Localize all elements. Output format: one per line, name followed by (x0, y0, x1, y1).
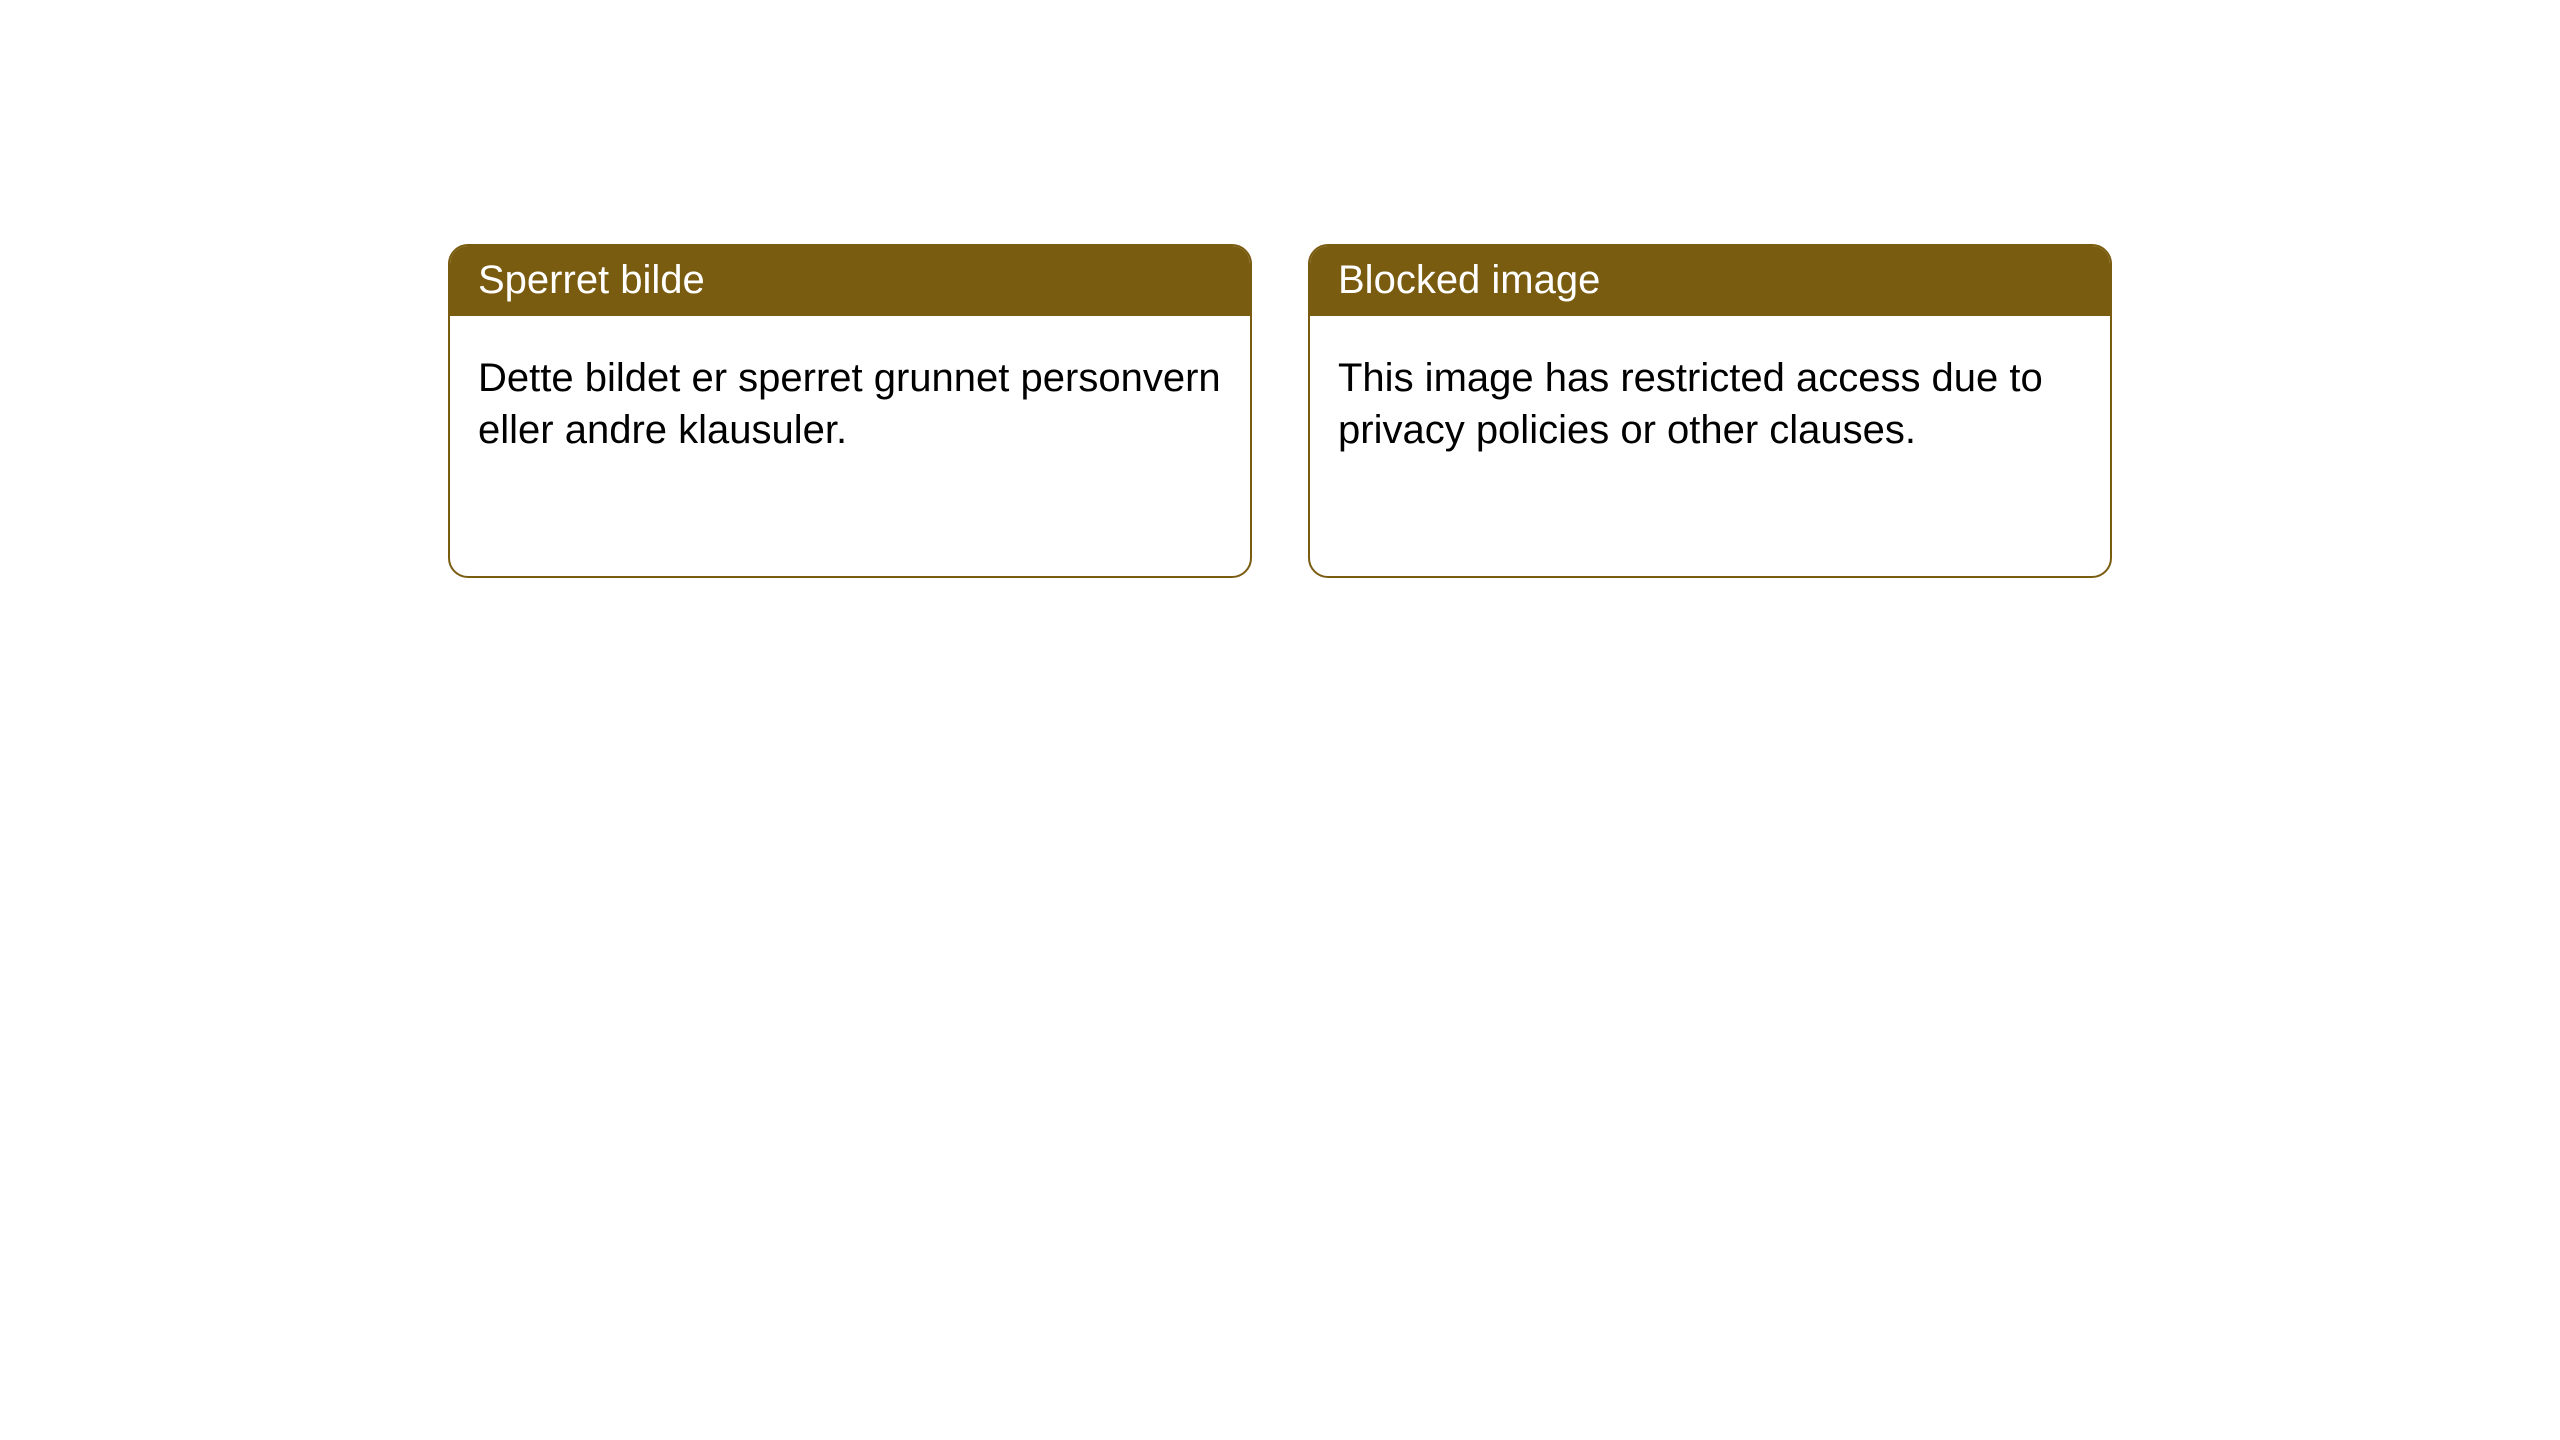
notice-body: This image has restricted access due to … (1310, 316, 2110, 492)
notice-body: Dette bildet er sperret grunnet personve… (450, 316, 1250, 492)
notice-header: Sperret bilde (450, 246, 1250, 316)
notice-header: Blocked image (1310, 246, 2110, 316)
notice-card-english: Blocked image This image has restricted … (1308, 244, 2112, 578)
notice-card-norwegian: Sperret bilde Dette bildet er sperret gr… (448, 244, 1252, 578)
notice-container: Sperret bilde Dette bildet er sperret gr… (448, 244, 2112, 578)
